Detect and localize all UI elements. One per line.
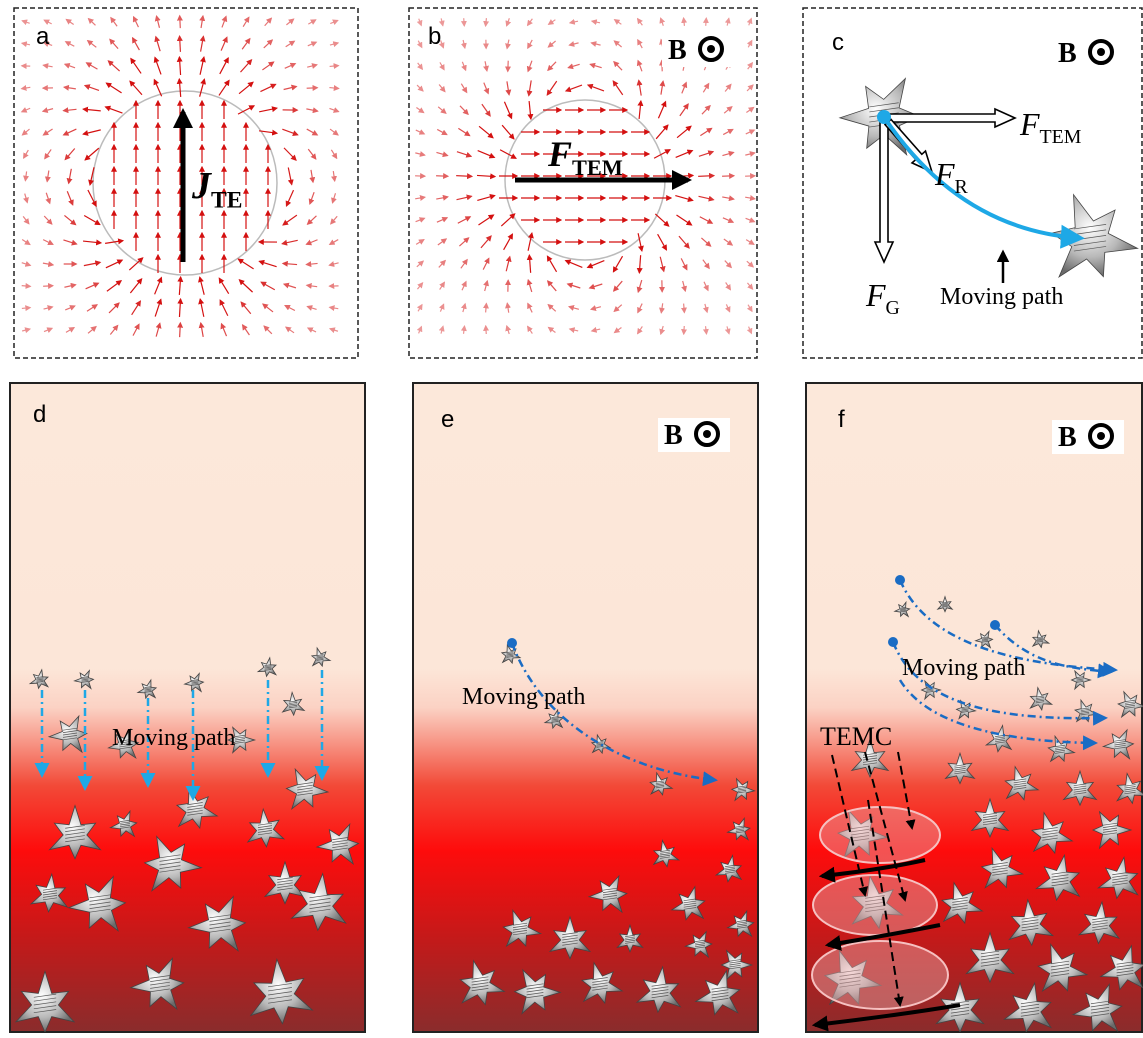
cluster	[820, 807, 940, 863]
field-arrow	[698, 176, 714, 177]
symbol: J	[191, 165, 212, 207]
field-arrow	[307, 88, 318, 89]
field-arrow	[684, 304, 685, 313]
cluster	[812, 941, 948, 1009]
field-symbol-dot	[707, 45, 715, 53]
label: Moving path	[112, 725, 235, 751]
field-symbol: B	[668, 35, 687, 66]
panel-background	[10, 383, 365, 1032]
path-start	[507, 638, 517, 648]
field-arrow	[486, 304, 487, 313]
label: e	[441, 406, 454, 433]
symbol: F	[1019, 106, 1040, 142]
path-start	[895, 575, 905, 585]
label: Moving path	[940, 284, 1063, 310]
subscript: TEM	[1040, 126, 1082, 148]
label: TEMC	[820, 722, 892, 751]
symbol: F	[934, 156, 955, 192]
path-start	[888, 637, 898, 647]
field-arrow	[486, 326, 487, 334]
label: d	[33, 401, 46, 428]
label: f	[838, 406, 845, 433]
subscript: R	[955, 176, 969, 198]
field-arrow	[22, 286, 31, 287]
label: c	[832, 29, 844, 56]
field-symbol-dot	[1097, 432, 1105, 440]
field-arrow	[180, 16, 181, 28]
path-start	[990, 620, 1000, 630]
path-start	[877, 110, 891, 124]
subscript: TE	[211, 188, 242, 214]
cluster	[813, 875, 937, 935]
panel-frame	[14, 8, 358, 358]
field-arrow	[180, 323, 181, 337]
figure: JTEFTEMBBBBFTEMFRFGMoving pathMoving pat…	[0, 0, 1143, 1038]
field-arrow	[180, 36, 181, 52]
field-arrow	[22, 308, 30, 309]
field-arrow	[706, 18, 707, 26]
field-symbol: B	[1058, 422, 1077, 453]
field-symbol: B	[1058, 38, 1077, 69]
label: Moving path	[462, 684, 585, 710]
field-symbol: B	[664, 420, 683, 451]
symbol: F	[547, 134, 572, 174]
field-arrow	[684, 326, 685, 334]
field-symbol-dot	[1097, 48, 1105, 56]
label: Moving path	[902, 655, 1025, 681]
field-arrow	[464, 18, 465, 26]
label: a	[36, 23, 50, 50]
subscript: TEM	[572, 155, 623, 180]
subscript: G	[886, 297, 900, 319]
symbol: F	[865, 277, 886, 313]
field-symbol-dot	[703, 430, 711, 438]
label: b	[428, 23, 441, 50]
field-arrow	[456, 176, 472, 177]
field-arrow	[43, 286, 53, 287]
